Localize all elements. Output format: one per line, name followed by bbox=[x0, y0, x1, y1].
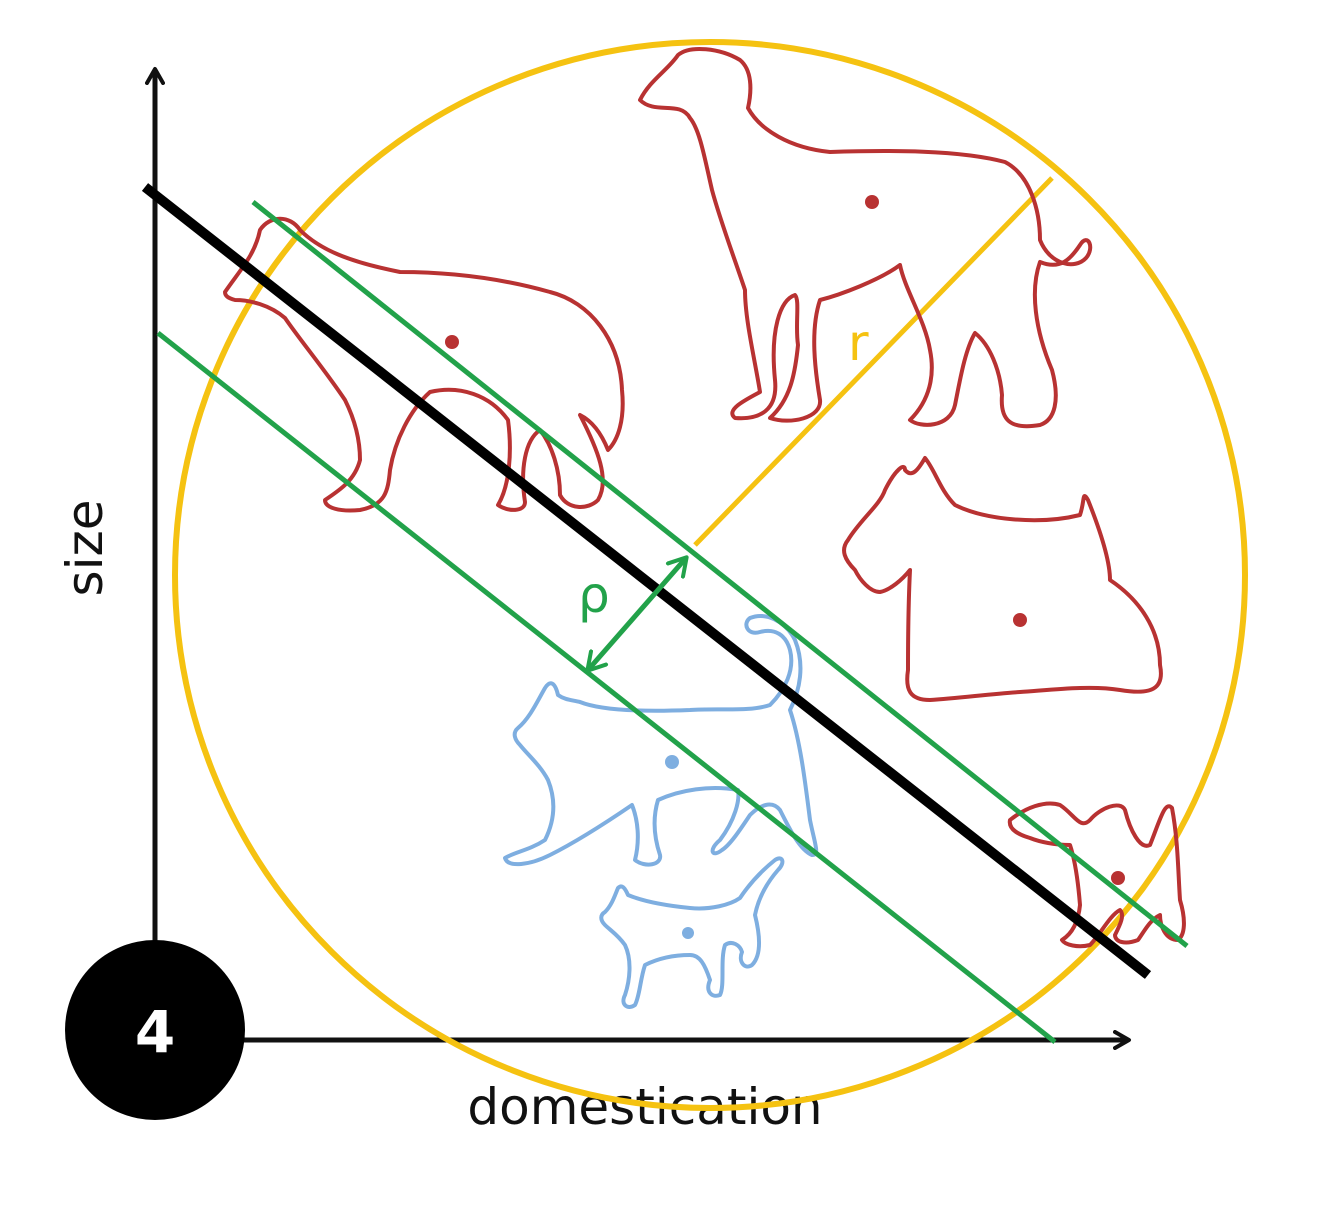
step-badge-number: 4 bbox=[135, 998, 175, 1066]
decision-hyperplane bbox=[141, 183, 1152, 979]
dog-icon bbox=[223, 47, 1186, 949]
step-badge: 4 bbox=[65, 940, 245, 1120]
margin-symbol: ρ bbox=[578, 566, 610, 624]
radius-line bbox=[693, 176, 1054, 547]
cat-icon bbox=[503, 614, 819, 1009]
lower-margin-line bbox=[156, 331, 1057, 1044]
y-axis-label: size bbox=[56, 500, 114, 597]
radius-symbol: r bbox=[848, 314, 869, 372]
upper-margin-line bbox=[251, 200, 1189, 948]
enclosing-circle bbox=[172, 39, 1248, 1111]
margin-width-arrow bbox=[585, 555, 689, 673]
